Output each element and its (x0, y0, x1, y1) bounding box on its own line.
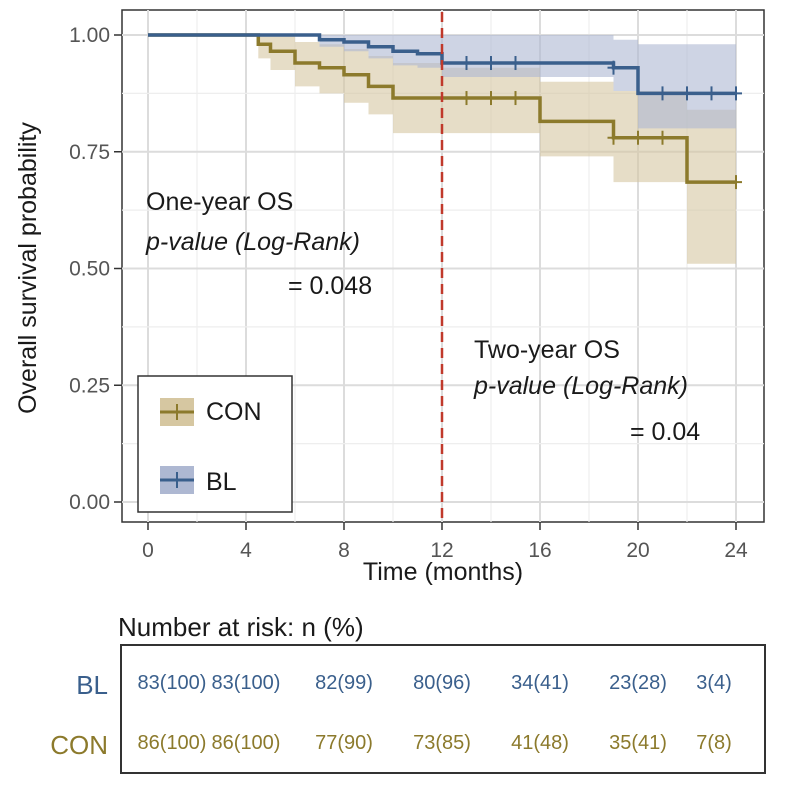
risk-cell-bl: 34(41) (511, 672, 569, 694)
y-tick-label: 0.50 (69, 258, 110, 281)
legend: CON BL (137, 375, 293, 513)
y-tick-label: 0.75 (69, 141, 110, 164)
risk-cell-bl: 80(96) (413, 672, 471, 694)
risk-cell-con: 77(90) (315, 732, 373, 754)
risk-cell-con: 86(100) (137, 732, 207, 754)
annotation-two-year-pvalue: p-value (Log-Rank) (473, 372, 688, 400)
y-tick-label: 0.00 (69, 491, 110, 514)
annotation-one-year-value: = 0.048 (288, 272, 372, 300)
risk-cell-bl: 83(100) (137, 672, 207, 694)
annotation-one-year-title: One-year OS (146, 188, 293, 216)
risk-cell-con: 35(41) (609, 732, 667, 754)
x-tick-label: 20 (626, 539, 649, 562)
x-tick-label: 24 (724, 539, 748, 562)
risk-cell-bl: 82(99) (315, 672, 373, 694)
y-tick-label: 0.25 (69, 374, 110, 397)
risk-table-title: Number at risk: n (%) (118, 612, 364, 642)
risk-cell-bl: 83(100) (211, 672, 281, 694)
survival-chart: 0 4 8 12 16 20 24 0.00 0.25 0.50 0.75 1.00 Overall … (14, 9, 765, 586)
confidence-bands (148, 35, 736, 264)
x-tick-label: 0 (142, 539, 154, 562)
survival-curves (148, 33, 742, 190)
x-axis-label: Time (months) (363, 558, 523, 586)
x-tick-label: 8 (338, 539, 350, 562)
risk-cell-bl: 23(28) (609, 672, 667, 694)
legend-con-label: CON (206, 398, 262, 426)
risk-cell-con: 7(8) (696, 732, 732, 754)
risk-cell-con: 73(85) (413, 732, 471, 754)
x-tick-label: 12 (430, 539, 453, 562)
y-tick-label: 1.00 (69, 24, 110, 47)
legend-bl-label: BL (206, 468, 237, 496)
risk-row-label-con: CON (50, 730, 108, 760)
annotation-two-year-value: = 0.04 (630, 418, 700, 446)
survival-curve-con (148, 33, 736, 184)
risk-row-label-bl: BL (76, 670, 108, 700)
x-tick-label: 16 (528, 539, 551, 562)
risk-table (120, 644, 766, 774)
x-tick-label: 4 (240, 539, 252, 562)
risk-cell-con: 86(100) (211, 732, 281, 754)
confidence-band-con (148, 35, 736, 264)
annotation-one-year-pvalue: p-value (Log-Rank) (145, 228, 360, 256)
y-axis-label: Overall survival probability (14, 122, 42, 414)
confidence-band-bl (148, 35, 736, 129)
risk-cell-bl: 3(4) (696, 672, 732, 694)
axes: 0 4 8 12 16 20 24 0.00 0.25 0.50 0.75 1.00 (69, 24, 748, 562)
risk-cell-con: 41(48) (511, 732, 569, 754)
annotation-two-year-title: Two-year OS (474, 336, 620, 364)
